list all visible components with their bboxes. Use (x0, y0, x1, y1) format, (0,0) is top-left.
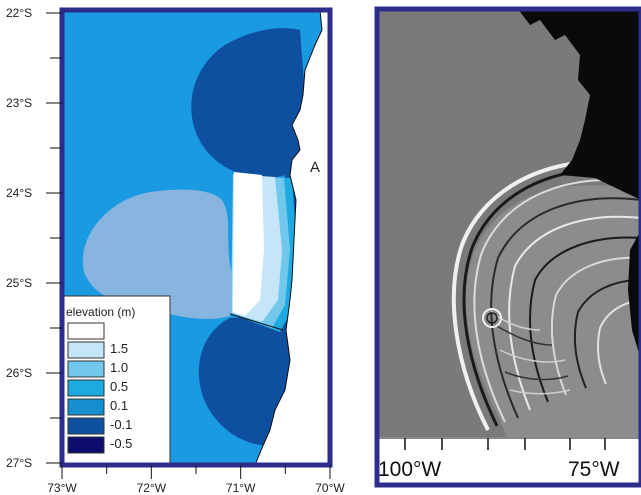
lat-label: 22°S (6, 6, 32, 20)
legend-swatch (67, 398, 105, 416)
legend-swatch (67, 379, 105, 397)
fault-line (229, 313, 284, 331)
legend-swatch (67, 341, 105, 359)
lon-label: 73°W (47, 481, 77, 495)
lat-label: 23°S (6, 96, 32, 110)
legend-label: 1.0 (110, 360, 128, 375)
coastline-land (254, 10, 330, 465)
legend-label: -0.1 (110, 417, 132, 432)
lat-label: 26°S (6, 366, 32, 380)
simulation-land-south (628, 230, 641, 360)
sim-lon-label-75w: 75°W (568, 458, 620, 481)
legend-label: 0.5 (110, 379, 128, 394)
legend-swatch (67, 436, 105, 454)
legend-label: 1.5 (110, 341, 128, 356)
lat-label: 25°S (6, 276, 32, 290)
lon-label: 71°W (226, 481, 256, 495)
simulation-panel: 100°W 75°W (374, 6, 641, 488)
lat-label: 27°S (6, 456, 32, 470)
longitude-axis: 73°W 72°W 71°W 70°W (47, 465, 345, 495)
lon-label: 72°W (137, 481, 167, 495)
legend-title: elevation (m) (66, 305, 135, 319)
uplift-band-1.5 (233, 172, 264, 316)
legend-swatch (67, 417, 105, 435)
right-panel-frame (374, 6, 641, 488)
sim-lon-label-100w: 100°W (378, 458, 441, 481)
latitude-axis: 22°S 23°S 24°S 25°S 26°S 27°S (6, 6, 62, 470)
legend-swatch (67, 322, 105, 340)
legend: elevation (m) 1.5 1.0 0.5 0.1 -0.1 -0.5 (62, 295, 171, 465)
legend-label: -0.5 (110, 436, 132, 451)
north-depression-lobe (191, 28, 310, 178)
elevation-map-panel: elevation (m) 1.5 1.0 0.5 0.1 -0.1 -0.5 A 22°… (6, 6, 345, 495)
sim-tick-marks (404, 438, 606, 450)
south-depression-lobe (198, 315, 290, 448)
lat-label: 24°S (6, 186, 32, 200)
simulation-land (518, 9, 641, 200)
lon-label: 70°W (315, 481, 345, 495)
legend-swatch (67, 360, 105, 378)
sim-axis-strip (377, 437, 641, 485)
western-uplift-zone (82, 189, 237, 319)
legend-label: 0.1 (110, 398, 128, 413)
point-label-a: A (310, 159, 320, 176)
